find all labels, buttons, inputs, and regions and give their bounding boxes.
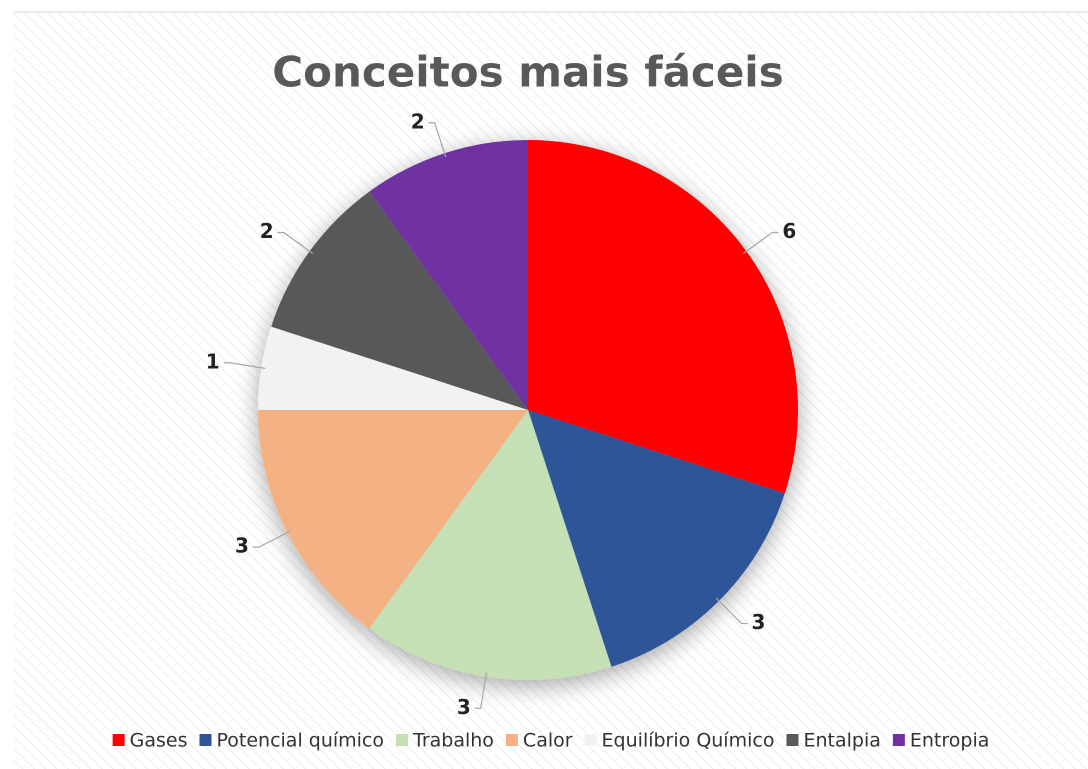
data-label: 3 [457, 695, 471, 719]
legend: Gases Potencial químico Trabalho Calor Equil… [112, 730, 990, 752]
leader-line [742, 231, 779, 255]
legend-swatch [892, 734, 905, 746]
data-label: 3 [752, 610, 766, 634]
pie [258, 140, 798, 680]
legend-swatch [112, 734, 125, 746]
legend-label: Trabalho [412, 730, 494, 752]
leader-line [474, 672, 487, 709]
legend-swatch [505, 734, 518, 746]
pie-slice [528, 410, 785, 667]
legend-label: Entalpia [803, 730, 880, 752]
data-label: 2 [260, 219, 274, 243]
legend-label: Equilíbrio Químico [602, 730, 775, 752]
pie-slice [369, 140, 528, 410]
legend-label: Calor [523, 730, 573, 752]
data-label: 3 [235, 534, 249, 558]
pie-slice [258, 410, 528, 629]
legend-label: Gases [130, 730, 188, 752]
legend-swatch [786, 734, 799, 746]
legend-label: Potencial químico [216, 730, 384, 752]
data-label: 2 [411, 109, 425, 133]
leader-line [428, 122, 447, 158]
data-label: 6 [782, 219, 796, 243]
pie-slice [271, 191, 528, 410]
pie-slice [258, 326, 528, 410]
leader-line [277, 231, 314, 255]
legend-label: Entropia [910, 730, 990, 752]
leader-line [223, 362, 266, 369]
chart-title: Conceitos mais fáceis [272, 48, 783, 97]
leader-line [252, 530, 292, 548]
leader-line [715, 597, 748, 625]
legend-swatch [199, 734, 212, 746]
data-label: 1 [206, 349, 220, 373]
pie-slice [528, 140, 798, 494]
legend-swatch [584, 734, 597, 746]
pie-slice [369, 410, 612, 680]
legend-swatch [396, 734, 409, 746]
